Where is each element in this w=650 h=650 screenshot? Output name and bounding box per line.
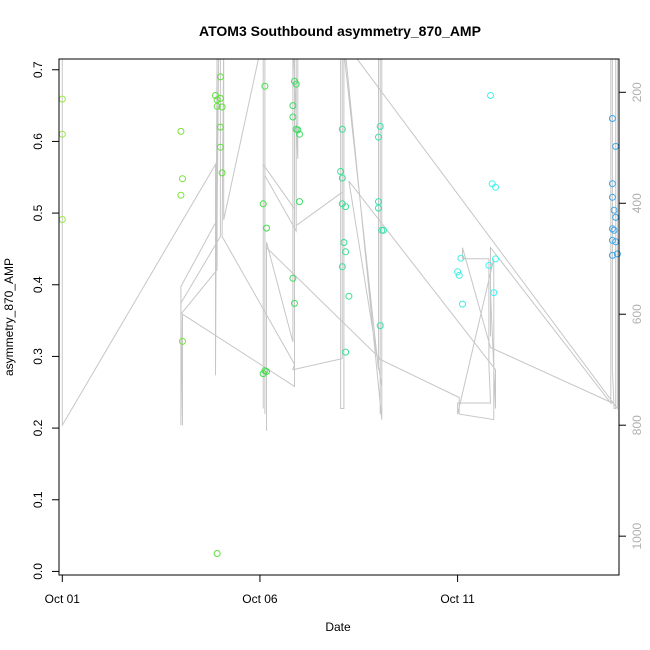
data-point <box>454 268 462 276</box>
data-point <box>342 348 350 356</box>
y-tick-label: 0.2 <box>31 419 45 436</box>
x-tick-label: Oct 01 <box>45 592 81 606</box>
data-point <box>490 289 498 297</box>
data-point <box>380 226 387 234</box>
data-point <box>292 80 300 88</box>
data-point <box>608 193 616 201</box>
data-point <box>179 175 186 183</box>
data-point <box>291 299 298 307</box>
y2-tick-label: 400 <box>630 193 644 213</box>
y-tick-label: 0.7 <box>31 61 45 78</box>
y2-tick-label: 800 <box>630 415 644 435</box>
data-point <box>337 168 345 175</box>
y-tick-label: 0.0 <box>31 563 45 580</box>
data-point <box>375 204 382 212</box>
y2-tick-label: 600 <box>630 304 644 324</box>
y2-tick-label: 200 <box>630 82 644 102</box>
data-point <box>216 123 224 131</box>
data-points-layer <box>58 73 621 557</box>
data-point <box>294 126 302 134</box>
data-point <box>608 225 616 233</box>
data-point <box>177 191 185 199</box>
depth-line-layer <box>61 59 618 431</box>
data-point <box>289 274 297 282</box>
x-tick-label: Oct 11 <box>440 592 475 606</box>
data-point <box>375 133 382 141</box>
data-point <box>376 122 384 130</box>
data-point <box>296 198 303 206</box>
x-axis-label: Date <box>325 620 351 634</box>
data-point <box>459 300 466 308</box>
data-point <box>492 183 499 191</box>
data-point <box>213 550 221 557</box>
data-point <box>216 94 224 102</box>
data-point <box>261 82 269 90</box>
data-point <box>218 103 226 111</box>
data-point <box>213 102 221 110</box>
data-point <box>179 337 186 345</box>
data-point <box>216 143 224 151</box>
y-tick-label: 0.3 <box>31 348 45 365</box>
data-point <box>296 130 303 138</box>
data-point <box>338 174 346 182</box>
data-point <box>457 254 465 262</box>
data-point <box>259 370 267 378</box>
data-point <box>289 113 297 121</box>
x-tick-label: Oct 06 <box>242 592 278 606</box>
y2-tick-label: 1000 <box>630 522 644 549</box>
data-point <box>376 322 384 330</box>
plot-frame <box>58 58 620 576</box>
data-point <box>455 271 463 279</box>
y-tick-label: 0.6 <box>31 133 45 150</box>
data-point <box>338 125 346 133</box>
axes: 0.0 0.1 0.2 0.3 0.4 0.5 0.6 0.7 Oct 01 Oct 06 Oct … <box>31 61 644 606</box>
data-point <box>263 224 270 232</box>
data-point <box>289 102 297 110</box>
data-point <box>610 226 618 234</box>
y-tick-label: 0.5 <box>31 204 45 221</box>
data-point <box>345 292 353 300</box>
data-point <box>608 180 616 188</box>
data-point <box>613 250 621 258</box>
data-point <box>608 251 616 259</box>
data-point <box>608 236 616 244</box>
data-point <box>342 248 350 256</box>
y-axis-label: asymmetry_870_AMP <box>2 258 16 376</box>
data-point <box>487 92 494 99</box>
data-point <box>485 261 493 269</box>
data-point <box>608 115 616 122</box>
data-point <box>488 180 496 188</box>
data-point <box>177 127 185 135</box>
data-point <box>338 263 346 271</box>
data-point <box>216 73 224 81</box>
depth-series-line <box>61 59 618 431</box>
data-point <box>610 206 618 214</box>
y-tick-label: 0.1 <box>31 491 45 508</box>
data-point <box>342 203 350 211</box>
data-point <box>218 169 226 177</box>
chart-title: ATOM3 Southbound asymmetry_870_AMP <box>199 23 481 39</box>
y-tick-label: 0.4 <box>31 276 45 293</box>
data-point <box>259 200 267 208</box>
data-point <box>492 255 499 263</box>
data-point <box>340 239 348 246</box>
